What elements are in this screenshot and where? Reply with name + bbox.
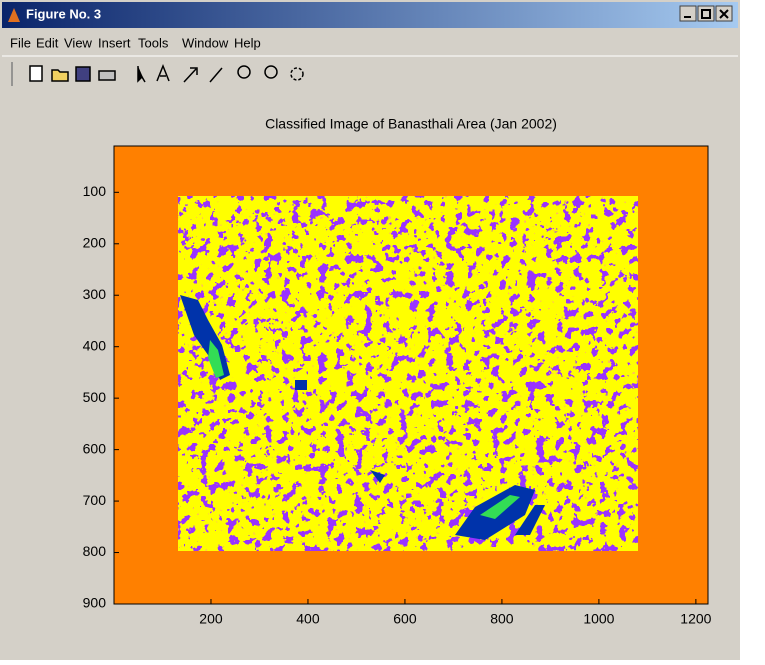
print-button[interactable] <box>99 71 115 80</box>
y-tick-label: 200 <box>83 234 107 250</box>
axes: Classified Image of Banasthali Area (Jan… <box>83 116 712 627</box>
x-tick-label: 200 <box>199 611 223 627</box>
menu-item[interactable]: Window <box>182 35 229 50</box>
y-tick-label: 100 <box>83 183 107 199</box>
menu-item[interactable]: Tools <box>138 35 169 50</box>
menu-item[interactable]: View <box>64 35 93 50</box>
x-tick-label: 800 <box>490 611 514 627</box>
save-button[interactable] <box>76 67 90 81</box>
menu-item[interactable]: File <box>10 35 31 50</box>
open-button[interactable] <box>52 70 68 81</box>
y-tick-label: 700 <box>83 492 107 508</box>
page: Figure No. 3 File Edit View Insert Tools Wind… <box>0 0 765 660</box>
minimize-button[interactable] <box>680 6 696 21</box>
y-tick-label: 300 <box>83 286 107 302</box>
menu-item[interactable]: Insert <box>98 35 131 50</box>
y-tick-label: 600 <box>83 440 107 456</box>
y-tick-label: 900 <box>83 595 107 611</box>
menu-item[interactable]: Edit <box>36 35 59 50</box>
y-tick-label: 500 <box>83 389 107 405</box>
window-buttons[interactable] <box>680 6 732 21</box>
y-tick-label: 800 <box>83 543 107 559</box>
window-title: Figure No. 3 <box>26 6 101 21</box>
chart-title: Classified Image of Banasthali Area (Jan… <box>265 116 557 132</box>
menu-item[interactable]: Help <box>234 35 261 50</box>
x-tick-label: 400 <box>296 611 320 627</box>
class-orange <box>178 196 638 551</box>
x-tick-label: 600 <box>393 611 417 627</box>
title-bar <box>2 2 738 28</box>
x-tick-label: 1200 <box>680 611 711 627</box>
new-button[interactable] <box>30 66 42 81</box>
figure-window: Figure No. 3 File Edit View Insert Tools Wind… <box>0 0 765 660</box>
y-tick-label: 400 <box>83 337 107 353</box>
x-tick-label: 1000 <box>583 611 614 627</box>
